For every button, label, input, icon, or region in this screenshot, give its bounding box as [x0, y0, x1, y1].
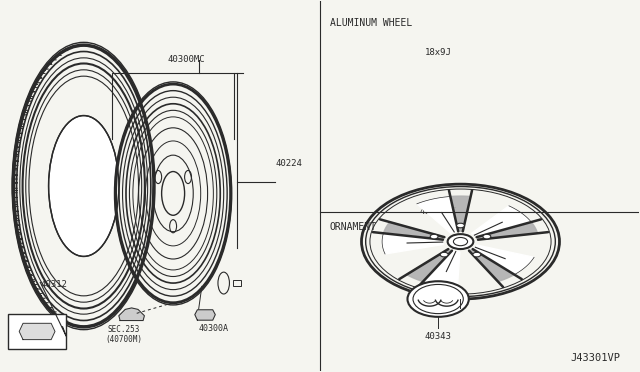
Text: 18x9J: 18x9J: [425, 48, 452, 57]
Polygon shape: [195, 310, 215, 320]
Polygon shape: [473, 245, 534, 275]
Polygon shape: [469, 249, 515, 282]
Ellipse shape: [483, 234, 491, 239]
Polygon shape: [451, 196, 470, 231]
Text: 40300MC: 40300MC: [167, 55, 205, 64]
Text: 40343: 40343: [425, 331, 452, 341]
Text: 40224: 40224: [275, 159, 302, 168]
Ellipse shape: [12, 42, 156, 330]
Polygon shape: [382, 233, 444, 254]
Text: 40300A: 40300A: [198, 324, 228, 333]
Ellipse shape: [440, 252, 448, 257]
Bar: [8, 314, 66, 349]
Polygon shape: [472, 206, 531, 237]
Polygon shape: [383, 222, 444, 240]
Ellipse shape: [456, 223, 465, 228]
Ellipse shape: [115, 82, 232, 305]
Text: 40312: 40312: [40, 280, 67, 289]
Polygon shape: [423, 251, 460, 287]
Text: J43301VP: J43301VP: [570, 353, 620, 363]
Text: ORNAMENT: ORNAMENT: [330, 222, 376, 232]
Ellipse shape: [430, 234, 438, 239]
Text: SEC.253
(40700M): SEC.253 (40700M): [106, 324, 143, 344]
Ellipse shape: [447, 234, 474, 249]
Polygon shape: [477, 222, 538, 240]
Polygon shape: [406, 249, 452, 282]
Ellipse shape: [49, 116, 119, 256]
Polygon shape: [417, 196, 458, 233]
Bar: [233, 280, 241, 286]
Ellipse shape: [473, 252, 481, 257]
Text: ALUMINUM WHEEL: ALUMINUM WHEEL: [330, 18, 412, 28]
Text: 40300MC: 40300MC: [419, 208, 457, 217]
Text: 40300AA: 40300AA: [13, 321, 49, 330]
Polygon shape: [19, 323, 55, 340]
Ellipse shape: [408, 281, 468, 317]
Polygon shape: [119, 308, 145, 321]
